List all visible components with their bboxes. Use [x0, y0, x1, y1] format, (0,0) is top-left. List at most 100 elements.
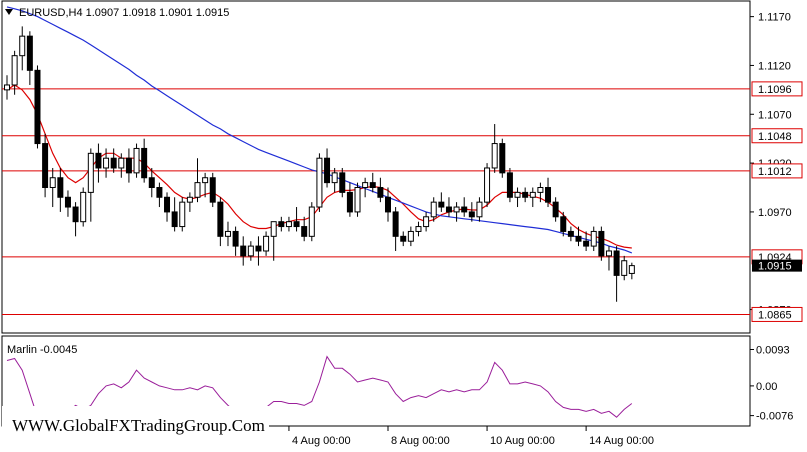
- candle-bearish: [445, 206, 452, 213]
- candle-bearish: [400, 235, 407, 242]
- indicator-tick-label: 0.00: [756, 381, 777, 393]
- level-label: 1.1096: [758, 84, 792, 96]
- candle-bearish: [141, 147, 148, 179]
- candle-bullish: [415, 226, 422, 232]
- candle-bullish: [484, 167, 491, 203]
- candle-bearish: [217, 201, 224, 237]
- candle-bearish: [171, 211, 178, 228]
- candle-bearish: [232, 230, 239, 247]
- level-label: 1.1048: [758, 131, 792, 143]
- candle-bearish: [552, 201, 559, 218]
- candle-bullish: [491, 143, 498, 169]
- candle-bullish: [11, 55, 18, 86]
- candle-bearish: [240, 245, 247, 257]
- watermark-text: WWW.GlobalFXTradingGroup.Com: [12, 416, 265, 435]
- marlin-line: [6, 355, 633, 420]
- candle-bearish: [385, 196, 391, 213]
- watermark: WWW.GlobalFXTradingGroup.Com: [2, 406, 269, 438]
- candle-bullish: [362, 182, 369, 189]
- candle-bullish: [194, 182, 201, 198]
- level-label-box: [751, 81, 803, 97]
- candle-bullish: [80, 191, 87, 223]
- candle-bearish: [377, 187, 384, 198]
- time-tick-label: 14 Aug 00:00: [589, 435, 654, 447]
- candle-bearish: [64, 196, 71, 208]
- candle-bullish: [476, 201, 483, 218]
- candle-bearish: [110, 157, 117, 169]
- candle-bearish: [506, 172, 513, 198]
- candle-bearish: [522, 191, 529, 198]
- candle-bearish: [598, 230, 605, 257]
- candle-bearish: [575, 235, 582, 242]
- candle-bearish: [34, 69, 41, 145]
- candle-bullish: [247, 245, 254, 257]
- candle-bearish: [293, 221, 300, 228]
- candle-bearish: [278, 221, 285, 228]
- collapse-triangle-icon[interactable]: [5, 9, 13, 15]
- candle-bearish: [148, 177, 155, 189]
- candle-bullish: [605, 250, 612, 257]
- candle-bearish: [26, 35, 33, 71]
- candle-bearish: [545, 187, 552, 203]
- current-price-label: 1.0915: [758, 261, 792, 273]
- time-axis: 4 Aug 00:00 8 Aug 00:00 10 Aug 00:00 14 Aug…: [288, 426, 654, 447]
- level-label-box: [751, 128, 803, 144]
- candle-bearish: [567, 230, 574, 237]
- time-tick-label: 4 Aug 00:00: [292, 435, 351, 447]
- candle-bullish: [331, 172, 338, 184]
- candle-bullish: [628, 265, 635, 274]
- candle-bearish: [438, 201, 445, 208]
- time-tick-label: 8 Aug 00:00: [391, 435, 450, 447]
- candle-bearish: [346, 191, 353, 213]
- price-tick-label: 1.1170: [758, 12, 791, 24]
- candle-bullish: [537, 187, 544, 193]
- candle-bullish: [224, 230, 231, 237]
- time-tick-label: 10 Aug 00:00: [490, 435, 555, 447]
- indicator-tick-label: -0.0076: [756, 411, 793, 423]
- candle-bearish: [613, 250, 620, 276]
- candle-bullish: [133, 147, 140, 174]
- candle-bearish: [392, 211, 399, 237]
- candle-bullish: [514, 191, 521, 198]
- level-label-box: [751, 306, 803, 322]
- candle-bearish: [560, 216, 567, 232]
- price-panel: 1.11701.11201.10701.10201.09701.08701.10…: [1, 0, 803, 334]
- candle-bearish: [164, 196, 171, 213]
- candle-bearish: [339, 172, 346, 193]
- level-label: 1.1012: [758, 166, 792, 178]
- indicator-tick-label: 0.0093: [756, 345, 790, 357]
- candle-bullish: [19, 35, 26, 57]
- candle-bearish: [324, 157, 331, 184]
- candle-bearish: [255, 245, 262, 252]
- indicator-label: Marlin -0.0045: [7, 344, 77, 356]
- candle-bullish: [49, 177, 56, 189]
- candle-bullish: [270, 221, 277, 237]
- candle-bearish: [72, 206, 79, 223]
- candle-bullish: [423, 216, 430, 228]
- candle-bearish: [209, 177, 216, 203]
- candle-bullish: [308, 206, 315, 237]
- candle-bearish: [461, 206, 468, 213]
- candle-bullish: [529, 191, 536, 198]
- current-price-box: [752, 259, 802, 272]
- candle-bullish: [354, 187, 361, 213]
- candle-bullish: [590, 230, 597, 247]
- candle-bearish: [468, 211, 475, 218]
- candle-bullish: [4, 84, 10, 91]
- level-label-box: [751, 163, 803, 179]
- candle-bullish: [202, 177, 209, 184]
- candle-bullish: [430, 201, 437, 218]
- price-tick-label: 1.1070: [758, 109, 792, 121]
- candle-bullish: [407, 230, 414, 242]
- candle-bearish: [301, 226, 308, 237]
- chart-title: EURUSD,H4 1.0907 1.0918 1.0901 1.0915: [19, 7, 229, 19]
- candle-bearish: [369, 182, 376, 189]
- candle-bearish: [95, 152, 102, 169]
- candle-bearish: [156, 187, 163, 198]
- candle-bullish: [621, 260, 628, 276]
- candle-bullish: [263, 235, 270, 252]
- candle-bullish: [316, 157, 323, 208]
- candle-bearish: [499, 143, 506, 174]
- candle-bullish: [179, 201, 186, 228]
